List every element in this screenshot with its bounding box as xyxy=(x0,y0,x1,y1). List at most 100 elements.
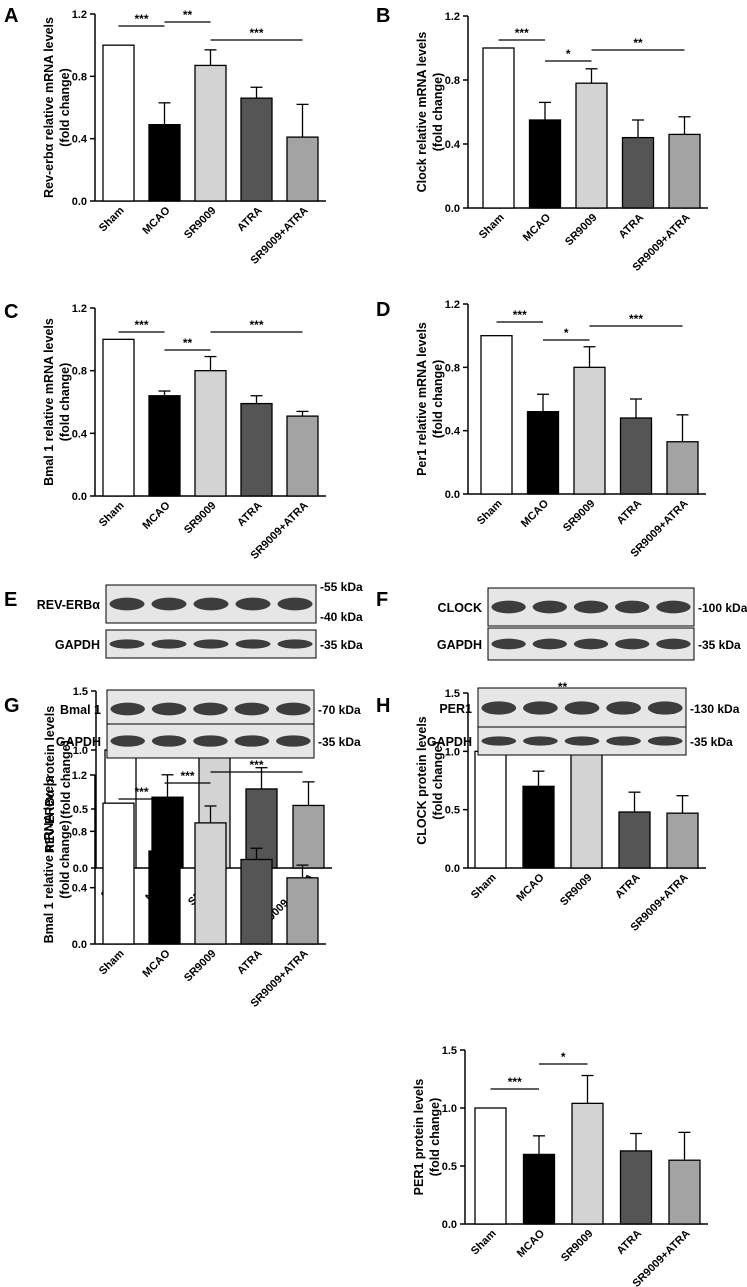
blot-label: GAPDH xyxy=(56,735,101,749)
x-tick-label: ATRA xyxy=(615,498,645,528)
chart-panel-c: C 0.0 0.4 0.8 1.2 Bmal 1 relative mRNA levels… xyxy=(4,301,326,562)
chart-panel-b: B 0.0 0.4 0.8 1.2 Clock relative mRNA levels(… xyxy=(376,5,708,274)
y-axis-unit-label: (fold change) xyxy=(58,68,72,146)
x-tick-label: SR9009 xyxy=(561,498,598,535)
significance-label: *** xyxy=(508,1075,522,1089)
bar-sr9009 xyxy=(571,1102,604,1225)
bar-mcao xyxy=(148,850,181,945)
blot-band xyxy=(647,736,683,746)
bar-sr9009-atra xyxy=(292,804,325,869)
x-tick-label: MCAO xyxy=(521,211,554,244)
panel-letter: B xyxy=(376,5,390,27)
blot-band xyxy=(277,639,313,649)
panel-letter: C xyxy=(4,301,18,323)
blot-band xyxy=(491,638,526,650)
blot-band xyxy=(532,600,567,614)
bar-sr9009-atra xyxy=(286,136,319,202)
y-tick-label: 0.8 xyxy=(72,826,87,838)
blot-band xyxy=(615,600,650,614)
x-tick-label: MCAO xyxy=(514,871,547,904)
x-tick-label: SR9009 xyxy=(182,948,219,985)
bar-sham xyxy=(482,47,515,209)
significance-label: * xyxy=(564,326,569,340)
significance-label: *** xyxy=(134,12,148,26)
significance-label: *** xyxy=(629,312,643,326)
significance-label: *** xyxy=(513,308,527,322)
y-tick-label: 0.8 xyxy=(445,362,460,374)
y-axis-unit-label: (fold change) xyxy=(59,740,73,818)
blot-kda-label: -35 kDa xyxy=(318,735,361,749)
y-tick-label: 1.5 xyxy=(73,686,88,698)
x-tick-label: ATRA xyxy=(235,948,265,978)
y-tick-label: 0.0 xyxy=(442,1219,457,1231)
blot-band xyxy=(491,600,526,614)
bar-atra xyxy=(619,1150,653,1225)
bar-atra xyxy=(240,402,273,497)
y-axis-label: Clock relative mRNA levels xyxy=(415,32,429,193)
y-axis-unit-label: (fold change) xyxy=(58,363,72,441)
bar-atra xyxy=(245,788,278,869)
y-tick-label: 0.0 xyxy=(445,489,460,501)
bar-mcao xyxy=(522,1153,556,1225)
blot-kda-label: -55 kDa xyxy=(320,580,363,594)
x-tick-label: MCAO xyxy=(140,499,173,532)
panel-letter: H xyxy=(376,695,390,717)
blot-label: Bmal 1 xyxy=(60,703,101,717)
significance-label: *** xyxy=(249,318,263,332)
y-tick-label: 0.8 xyxy=(445,75,460,87)
y-tick-label: 0.4 xyxy=(72,134,88,146)
blot-band xyxy=(606,736,641,746)
blot-band xyxy=(564,701,600,715)
blot-kda-label: -35 kDa xyxy=(320,638,363,652)
x-tick-label: MCAO xyxy=(140,947,173,980)
significance-label: ** xyxy=(183,336,193,350)
y-tick-label: 0.4 xyxy=(72,428,88,440)
panel-letter: F xyxy=(376,589,388,611)
bar-sr9009 xyxy=(194,370,227,497)
blot-band xyxy=(656,638,691,650)
chart-panel-f: F 0.0 0.5 1.0 1.5 CLOCK protein levels (fold c… xyxy=(376,589,706,934)
blot-band xyxy=(193,735,228,747)
x-tick-label: Sham xyxy=(97,947,127,977)
blot-band xyxy=(573,638,609,650)
blot-label: CLOCK xyxy=(438,601,482,615)
bar-sr9009 xyxy=(570,750,603,869)
x-tick-label: MCAO xyxy=(140,204,173,237)
x-tick-label: Sham xyxy=(477,211,507,241)
x-tick-label: SR9009 xyxy=(559,1228,596,1265)
blot-band xyxy=(656,600,691,614)
y-tick-label: 0.4 xyxy=(72,883,88,895)
blot-band xyxy=(151,735,187,747)
x-tick-label: SR9009 xyxy=(563,212,600,249)
x-tick-label: Sham xyxy=(475,497,505,527)
y-tick-label: 0.5 xyxy=(442,1161,457,1173)
blot-band xyxy=(573,600,609,614)
bar-sr9009 xyxy=(575,82,608,209)
y-tick-label: 1.0 xyxy=(73,745,88,757)
blot-band xyxy=(276,702,311,716)
y-axis-unit-label: (fold change) xyxy=(428,1098,442,1176)
y-tick-label: 0.0 xyxy=(72,196,87,208)
x-tick-label: SR9009 xyxy=(182,205,219,242)
blot-band xyxy=(109,597,145,611)
western-blot-e: REV-ERBα -55 kDa -40 kDa GAPDH -35 kDa xyxy=(37,580,363,659)
bar-sr9009 xyxy=(194,64,227,202)
y-tick-label: 0.8 xyxy=(72,366,87,378)
y-tick-label: 0.5 xyxy=(73,804,88,816)
y-tick-label: 1.0 xyxy=(442,1103,457,1115)
x-tick-label: SR9009 xyxy=(182,500,219,537)
bar-atra xyxy=(618,811,651,869)
western-blot-g: Bmal 1 -70 kDa GAPDH -35 kDa xyxy=(56,689,361,759)
blot-band xyxy=(532,638,567,650)
blot-label: REV-ERBα xyxy=(37,598,101,612)
panel-letter: G xyxy=(4,695,20,717)
bar-mcao xyxy=(148,395,181,497)
blot-band xyxy=(151,702,187,716)
bar-sr9009-atra xyxy=(666,441,699,495)
significance-label: *** xyxy=(134,318,148,332)
y-tick-label: 0.0 xyxy=(72,939,87,951)
y-tick-label: 1.2 xyxy=(72,9,87,21)
blot-band xyxy=(523,736,558,746)
blot-label: GAPDH xyxy=(427,735,472,749)
